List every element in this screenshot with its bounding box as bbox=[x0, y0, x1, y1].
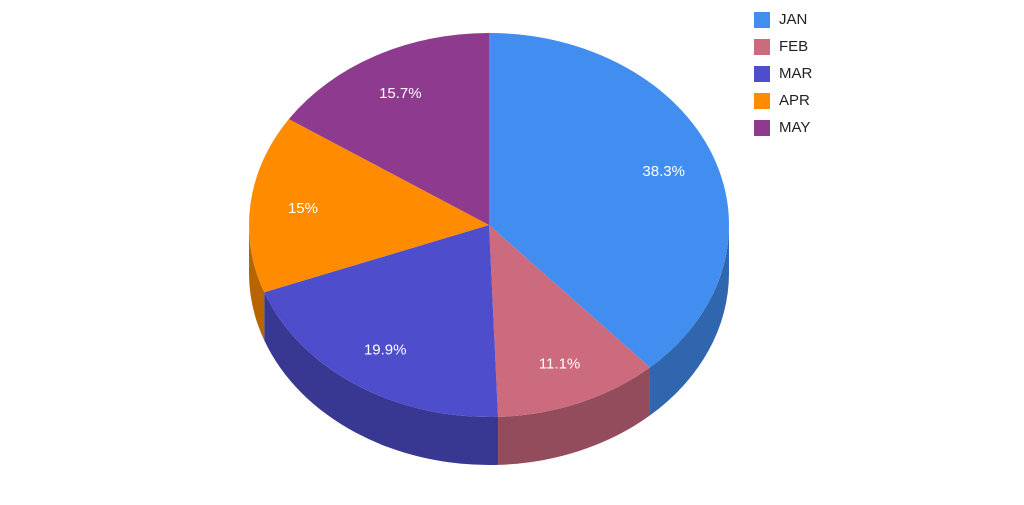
legend-item-feb[interactable]: FEB bbox=[754, 33, 812, 60]
legend-swatch-apr bbox=[754, 92, 770, 109]
legend-swatch-mar bbox=[754, 65, 770, 82]
pie-slice-label-feb: 11.1% bbox=[539, 356, 580, 373]
pie-slice-label-jan: 38.3% bbox=[642, 163, 685, 180]
legend-item-apr[interactable]: APR bbox=[754, 87, 812, 114]
pie-slice-feb[interactable] bbox=[489, 225, 650, 417]
legend-label-feb: FEB bbox=[779, 38, 809, 55]
pie-slice-mar[interactable] bbox=[264, 225, 499, 417]
pie-side-feb bbox=[498, 367, 650, 465]
pie-slice-may[interactable] bbox=[288, 33, 489, 225]
legend-item-jan[interactable]: JAN bbox=[754, 6, 812, 33]
legend-label-apr: APR bbox=[779, 92, 810, 109]
legend-label-jan: JAN bbox=[779, 11, 808, 28]
legend-swatch-jan bbox=[754, 11, 770, 28]
pie-side-jan bbox=[649, 225, 729, 416]
pie-slices bbox=[249, 33, 729, 417]
pie-side-walls bbox=[249, 225, 729, 466]
legend-swatch-feb bbox=[754, 38, 770, 55]
pie-slice-labels: 38.3% 11.1% 19.9% 15% 15.7% bbox=[288, 85, 685, 373]
legend-swatch-may bbox=[754, 119, 770, 136]
pie-slice-label-may: 15.7% bbox=[379, 85, 422, 102]
pie-side-apr bbox=[249, 225, 265, 341]
legend: JAN FEB MAR APR MAY bbox=[754, 6, 812, 141]
legend-item-mar[interactable]: MAR bbox=[754, 60, 812, 87]
pie-slice-label-mar: 19.9% bbox=[364, 342, 407, 359]
pie-slice-label-apr: 15% bbox=[288, 200, 318, 217]
legend-label-mar: MAR bbox=[779, 65, 813, 82]
legend-label-may: MAY bbox=[779, 119, 811, 136]
pie-slice-jan[interactable] bbox=[489, 33, 729, 368]
legend-item-may[interactable]: MAY bbox=[754, 114, 812, 141]
pie-slice-apr[interactable] bbox=[249, 119, 489, 293]
pie-side-mar bbox=[264, 292, 499, 466]
